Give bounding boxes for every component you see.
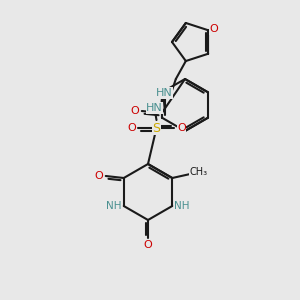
Text: O: O bbox=[144, 240, 152, 250]
Text: O: O bbox=[127, 123, 136, 133]
Text: O: O bbox=[210, 24, 219, 34]
Text: HN: HN bbox=[146, 103, 163, 113]
Text: HN: HN bbox=[155, 88, 172, 98]
Text: O: O bbox=[94, 171, 103, 181]
Text: NH: NH bbox=[106, 201, 122, 211]
Text: S: S bbox=[152, 122, 160, 134]
Text: O: O bbox=[177, 123, 186, 133]
Text: O: O bbox=[130, 106, 139, 116]
Text: CH₃: CH₃ bbox=[189, 167, 207, 177]
Text: NH: NH bbox=[175, 201, 190, 211]
